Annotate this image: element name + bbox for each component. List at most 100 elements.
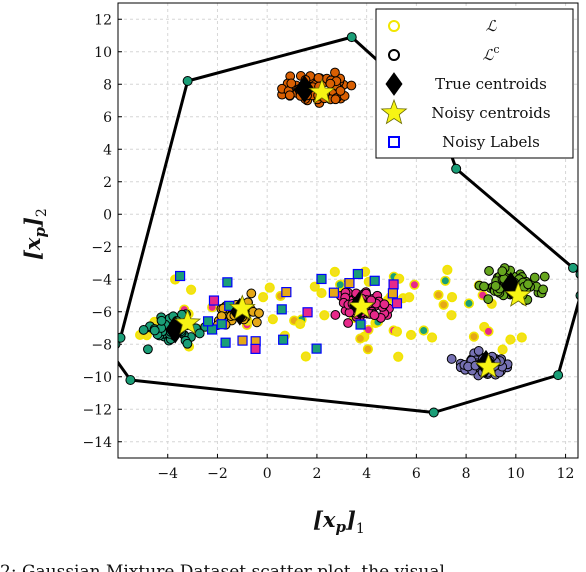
cluster-point bbox=[473, 346, 484, 356]
noisy-label-square bbox=[281, 287, 292, 298]
cluster-point bbox=[335, 86, 346, 96]
legend: ℒ ℒc True centroids Noisy centroids Noisy La… bbox=[375, 8, 574, 159]
figure-caption: 2: Gaussian Mixture Dataset scatter plot… bbox=[0, 562, 445, 572]
x-axis-label: [xp]1 bbox=[313, 507, 365, 537]
noisy-label-square bbox=[391, 298, 403, 309]
y-tick-label: 0 bbox=[103, 207, 112, 223]
cluster-point bbox=[251, 317, 262, 328]
x-axis-label-close: ] bbox=[345, 507, 356, 532]
labeled-point bbox=[393, 351, 404, 362]
y-axis-label: [xp]2 bbox=[20, 208, 50, 260]
hull-vertex-point bbox=[182, 76, 193, 86]
cluster-point bbox=[284, 90, 295, 101]
x-axis-label-index: 1 bbox=[356, 521, 365, 537]
svg-text:[xp]2: [xp]2 bbox=[20, 208, 50, 260]
y-tick-label: −8 bbox=[91, 337, 112, 353]
hull-vertex-point bbox=[118, 332, 126, 343]
cluster-point bbox=[143, 344, 153, 355]
noisy-centroid-star bbox=[308, 78, 336, 104]
labeled-point bbox=[258, 292, 269, 303]
x-tick-label: 10 bbox=[507, 466, 525, 482]
x-axis-label-base: [x bbox=[313, 507, 336, 532]
cluster-point bbox=[330, 310, 341, 320]
x-tick-label: 6 bbox=[412, 466, 421, 482]
noisy-label-square bbox=[222, 277, 233, 288]
labeled-point bbox=[442, 264, 453, 276]
legend-label: Noisy centroids bbox=[431, 104, 550, 122]
y-tick-label: 6 bbox=[103, 110, 112, 126]
cluster-point bbox=[529, 272, 540, 283]
plot-frame bbox=[117, 2, 579, 459]
labeled-point bbox=[329, 266, 340, 277]
cluster-point bbox=[156, 315, 167, 326]
noisy-label-square bbox=[316, 273, 327, 285]
cluster-point bbox=[446, 354, 457, 364]
y-tick-label: −2 bbox=[91, 240, 112, 256]
cluster-point bbox=[343, 318, 353, 328]
legend-label: ℒ bbox=[486, 17, 498, 35]
cluster-point bbox=[330, 67, 340, 78]
labeled-point bbox=[433, 289, 444, 301]
cluster-point bbox=[497, 266, 508, 277]
labeled-point bbox=[438, 299, 449, 310]
y-axis-label-close: ] bbox=[20, 217, 45, 228]
y-tick-label: −12 bbox=[82, 402, 112, 418]
noisy-label-square bbox=[216, 319, 227, 330]
y-axis-label-index: 2 bbox=[34, 208, 50, 217]
x-tick-label: −4 bbox=[157, 466, 178, 482]
noisy-centroid-star bbox=[348, 292, 376, 319]
cluster-point bbox=[254, 308, 264, 319]
labeled-point bbox=[295, 318, 306, 330]
y-tick-label: 8 bbox=[103, 77, 112, 93]
labeled-point bbox=[483, 326, 494, 337]
hull-vertex-point bbox=[428, 407, 439, 418]
labeled-point bbox=[405, 329, 417, 341]
cluster-point bbox=[479, 281, 489, 292]
hull-vertex-point bbox=[125, 375, 136, 385]
cluster-point bbox=[538, 284, 549, 295]
noisy-label-square bbox=[311, 343, 322, 354]
y-tick-label: 12 bbox=[94, 12, 112, 28]
labeled-point bbox=[319, 310, 330, 321]
labeled-point bbox=[468, 331, 480, 342]
x-tick-label: −2 bbox=[207, 466, 228, 482]
x-tick-label: 12 bbox=[557, 466, 575, 482]
cluster-point bbox=[483, 294, 494, 304]
labeled-point bbox=[316, 287, 327, 299]
labeled-point bbox=[404, 292, 415, 303]
labeled-point bbox=[300, 351, 311, 362]
y-tick-label: 10 bbox=[94, 45, 112, 61]
labeled-point bbox=[516, 332, 527, 343]
hull-vertex-point bbox=[451, 163, 462, 174]
labeled-point bbox=[497, 344, 508, 355]
legend-diamond-marker bbox=[385, 72, 403, 96]
cluster-point bbox=[149, 325, 160, 336]
cluster-point bbox=[539, 271, 550, 282]
legend-circle-marker bbox=[388, 20, 400, 32]
hull-vertex-point bbox=[553, 370, 564, 381]
noisy-label-square bbox=[220, 337, 231, 348]
labeled-point bbox=[426, 332, 438, 343]
axis-ticks: −4 −2 0 2 4 6 8 10 12 −14 −12 −10 −8 −6 −4 −2 0 2 4 6 8 10 12 bbox=[82, 12, 574, 482]
legend-label: Noisy Labels bbox=[442, 133, 540, 151]
plot-area bbox=[118, 32, 578, 418]
noisy-label-square bbox=[328, 287, 339, 298]
cluster-point bbox=[379, 299, 390, 310]
noisy-label-square bbox=[208, 295, 220, 306]
svg-text:[xp]1: [xp]1 bbox=[313, 507, 365, 537]
cluster-point bbox=[194, 328, 205, 339]
legend-box bbox=[375, 8, 574, 159]
noisy-label-square bbox=[355, 319, 366, 330]
true-centroid-diamond bbox=[294, 75, 315, 103]
noisy-label-square bbox=[175, 270, 186, 282]
y-axis-label-subscript: p bbox=[31, 227, 49, 238]
cluster-point bbox=[346, 80, 357, 91]
x-tick-label: 4 bbox=[362, 466, 371, 482]
labeled-point bbox=[446, 291, 458, 303]
noisy-label-square bbox=[344, 278, 355, 289]
labeled-point bbox=[264, 282, 275, 293]
x-tick-label: 0 bbox=[263, 466, 272, 482]
noisy-label-square bbox=[388, 279, 399, 290]
y-tick-label: 2 bbox=[103, 175, 112, 191]
noisy-centroid-star bbox=[475, 352, 502, 379]
